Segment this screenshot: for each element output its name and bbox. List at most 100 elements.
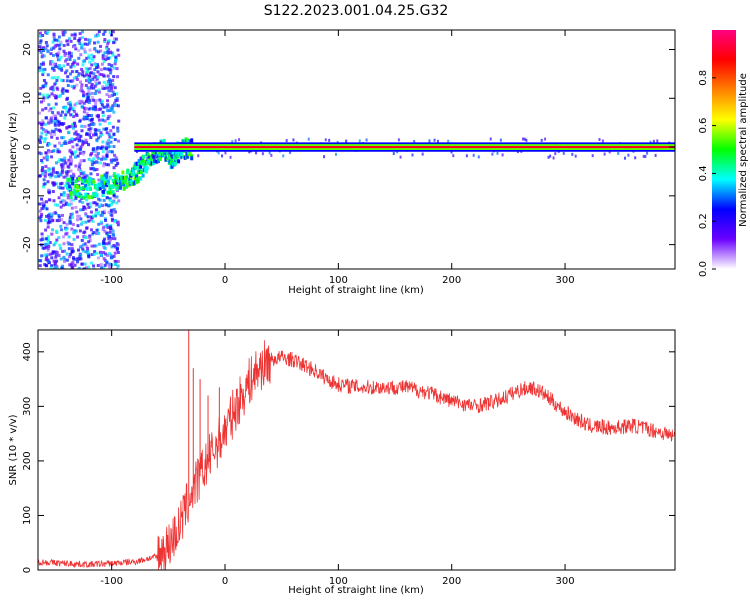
spectrogram-noise-cell [51,40,55,44]
spectrogram-noise-cell [104,105,108,109]
spectrogram-noise-cell [70,206,74,210]
spectrogram-noise-cell [106,67,110,71]
spectrogram-trail-cell [136,178,140,183]
spectrogram-trail-cell [67,177,71,182]
spectrogram-noise-cell [73,36,77,40]
spectrogram-noise-cell [98,122,102,126]
spectrogram-noise-cell [44,81,48,85]
spectrogram-halo-cell [139,156,142,160]
spectrogram-trail-cell [110,184,114,189]
spectrogram-trail-cell [186,140,190,145]
spectrogram-noise-cell [89,215,93,219]
spectrogram-trail-cell [132,172,136,177]
snr-x-axis-label: Height of straight line (km) [288,585,424,596]
spectrogram-noise-cell [59,163,63,167]
spectrogram-noise-cell [104,83,108,87]
spectrogram-halo-cell [180,156,183,160]
spectrogram-noise-cell [49,172,53,176]
spectrogram-noise-cell [42,99,46,103]
spectrogram-noise-cell [103,86,107,90]
spectrogram-noise-cell [101,213,105,217]
spectrogram-noise-cell [114,37,118,41]
spectrogram-noise-cell [66,164,70,168]
spectrogram-halo-cell [397,138,400,142]
spectrogram-noise-cell [94,128,98,132]
spectrogram-halo-cell [598,138,601,142]
spectrogram-noise-cell [77,165,81,169]
spectrogram-noise-cell [62,49,66,53]
spectrogram-noise-cell [85,79,89,83]
spectrogram-noise-cell [42,128,46,132]
spectrogram-noise-cell [109,71,113,75]
spectrogram-noise-cell [97,128,101,132]
spectrogram-noise-cell [103,38,107,42]
spectrogram-noise-cell [95,82,99,86]
spectrogram-noise-cell [59,247,63,251]
spectrogram-noise-cell [89,136,93,140]
spectrogram-noise-cell [112,254,116,258]
spectrogram-noise-cell [44,164,48,168]
spectrogram-noise-cell [88,38,92,42]
spectrogram-noise-cell [55,119,59,123]
spectrogram-noise-cell [96,152,100,156]
spectrogram-halo-cell [324,138,327,142]
spectrogram-noise-cell [54,265,58,269]
spectrogram-noise-cell [82,249,86,253]
spectrogram-noise-cell [84,66,88,70]
spectrogram-noise-cell [43,130,47,134]
spectrogram-noise-cell [68,219,72,223]
spectrogram-noise-cell [100,62,104,66]
spectrogram-halo-cell [411,153,414,157]
spectrogram-noise-cell [106,99,110,103]
spectrogram-noise-cell [56,39,60,43]
spectrogram-noise-cell [46,30,50,34]
spectrogram-noise-cell [53,123,57,127]
spectrogram-trail-cell [125,184,129,189]
spectrogram-noise-cell [78,245,82,249]
spectrogram-noise-cell [92,55,96,59]
spectrogram-trail-cell [149,154,153,159]
spectrogram-trail-cell [142,154,146,159]
spectrogram-x-tick-label: -100 [100,275,123,286]
spectrogram-noise-cell [99,203,103,207]
spectrogram-noise-cell [71,256,75,260]
spectrogram-noise-cell [51,66,55,70]
spectrogram-noise-cell [55,86,59,90]
spectrogram-noise-cell [78,41,82,45]
spectrogram-noise-cell [89,218,93,222]
spectrogram-noise-cell [114,177,118,181]
spectrogram-noise-cell [60,218,64,222]
spectrogram-noise-cell [86,114,90,118]
spectrogram-trail-cell [183,155,187,160]
spectrogram-noise-cell [40,213,44,217]
spectrogram-noise-cell [71,145,75,149]
spectrogram-noise-cell [60,110,64,114]
spectrogram-noise-cell [46,225,50,229]
spectrogram-noise-cell [117,199,121,203]
spectrogram-noise-cell [80,105,84,109]
spectrogram-noise-cell [87,265,91,269]
spectrogram-noise-cell [39,259,43,263]
spectrogram-noise-cell [113,86,117,90]
spectrogram-noise-cell [79,145,83,149]
spectrogram-noise-cell [43,137,47,141]
spectrogram-noise-cell [87,79,91,83]
spectrogram-noise-cell [90,53,94,57]
spectrogram-noise-cell [112,145,116,149]
spectrogram-noise-cell [40,122,44,126]
spectrogram-noise-cell [93,131,97,135]
spectrogram-noise-cell [62,141,66,145]
spectrogram-noise-cell [52,93,56,97]
spectrogram-noise-cell [49,252,53,256]
spectrogram-trail-cell [67,184,71,189]
spectrogram-noise-cell [57,128,61,132]
spectrogram-trail-cell [126,170,130,175]
spectrogram-noise-cell [47,259,51,263]
spectrogram-noise-cell [88,74,92,78]
spectrogram-halo-cell [396,150,399,154]
spectrogram-noise-cell [61,186,65,190]
spectrogram-noise-cell [75,78,79,82]
spectrogram-noise-cell [59,40,63,44]
spectrogram-noise-cell [108,234,112,238]
spectrogram-trail-cell [85,186,89,191]
